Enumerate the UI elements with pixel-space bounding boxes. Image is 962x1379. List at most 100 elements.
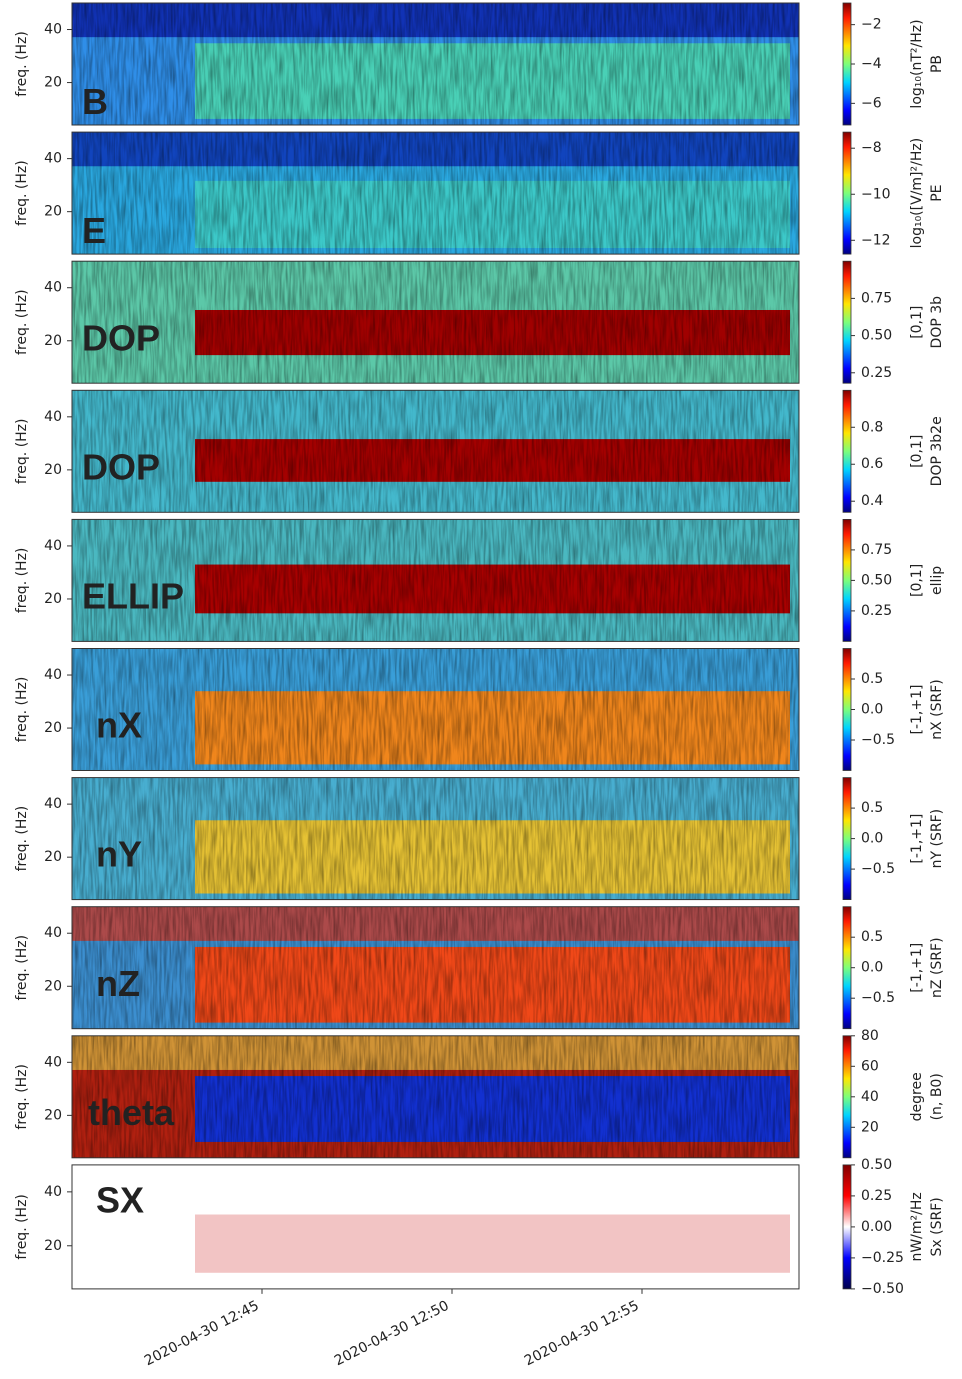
spectrogram-noise (72, 3, 799, 125)
colorbar-tick-label: 20 (861, 1119, 879, 1135)
colorbar-tick-label: −12 (861, 232, 891, 248)
colorbar-tick-label: 0.4 (861, 493, 883, 509)
colorbar (842, 260, 852, 384)
colorbar-tick-label: 0.50 (861, 572, 892, 588)
x-tick-label: 2020-04-30 12:55 (522, 1298, 642, 1370)
y-tick-label: 40 (44, 22, 62, 38)
colorbar-tick-label: 0.0 (861, 960, 883, 976)
colorbar-tick-label: 0.25 (861, 365, 892, 381)
y-tick-label: 20 (44, 1238, 62, 1254)
y-tick-label: 40 (44, 151, 62, 167)
colorbar-label: ellip (929, 566, 945, 595)
colorbar-tick-label: −6 (861, 95, 882, 111)
colorbar-label: degree (909, 1072, 925, 1121)
colorbar-tick-label: 0.50 (861, 328, 892, 344)
colorbar-tick-label: 0.75 (861, 290, 892, 306)
colorbar-label: [-1,+1] (909, 814, 925, 864)
colorbar-label: [-1,+1] (909, 943, 925, 993)
colorbar-label: Sx (SRF) (929, 1197, 945, 1256)
colorbar-label: [0,1] (909, 564, 925, 597)
colorbar-tick-label: 60 (861, 1058, 879, 1074)
colorbar (842, 648, 852, 771)
spectrogram-panel (71, 389, 800, 513)
panel-label: DOP (82, 446, 160, 487)
colorbar-tick-label: 0.8 (861, 419, 883, 435)
panel-label: nX (96, 705, 142, 746)
colorbar-label: log₁₀([V/m]²/Hz) (909, 138, 925, 249)
panel-frame (71, 1035, 800, 1159)
colorbar-label: [0,1] (909, 435, 925, 468)
y-tick-label: 40 (44, 538, 62, 554)
colorbar-tick-label: 0.50 (861, 1157, 892, 1173)
colorbar-label: DOP 3b2e (929, 416, 945, 486)
y-axis-label: freq. (Hz) (14, 1064, 30, 1130)
y-tick-label: 20 (44, 75, 62, 91)
colorbar-label: log₁₀(nT²/Hz) (909, 19, 925, 108)
y-axis-label: freq. (Hz) (14, 419, 30, 485)
colorbar-tick-label: 0.6 (861, 456, 883, 472)
colorbar-tick-label: 80 (861, 1028, 879, 1044)
colorbar-tick-label: −0.5 (861, 861, 895, 877)
y-axis-label: freq. (Hz) (14, 1194, 30, 1260)
colorbar (842, 131, 852, 255)
panel-label: E (82, 210, 106, 251)
spectrogram-noise (72, 648, 799, 771)
spectrogram-panel (71, 777, 800, 901)
colorbar-tick-label: −2 (861, 17, 882, 33)
panel-frame (71, 2, 800, 126)
y-tick-label: 40 (44, 1184, 62, 1200)
spectrogram-top-band (72, 1164, 799, 1200)
spectrogram-noise (72, 906, 799, 1029)
panel-frame (71, 648, 800, 771)
colorbar (842, 2, 852, 126)
colorbar-label: PE (929, 184, 945, 201)
spectrogram-noise (72, 390, 799, 513)
spectrogram-panel (71, 518, 800, 642)
colorbar-label: DOP 3b (929, 296, 945, 349)
colorbar-tick-label: 0.75 (861, 542, 892, 558)
spectrogram-panel (71, 1035, 800, 1159)
y-tick-label: 20 (44, 849, 62, 865)
colorbar-tick-label: −0.50 (861, 1281, 904, 1297)
colorbar (842, 906, 852, 1030)
y-axis-label: freq. (Hz) (14, 548, 30, 614)
y-tick-label: 40 (44, 796, 62, 812)
colorbar-tick-label: −8 (861, 140, 882, 156)
colorbar-label: [-1,+1] (909, 685, 925, 735)
panel-label: SX (96, 1179, 144, 1220)
colorbar-label: nX (SRF) (929, 679, 945, 740)
colorbar (842, 519, 852, 642)
spectrogram-panel (71, 906, 800, 1030)
colorbar-tick-label: 0.5 (861, 800, 883, 816)
x-tick-label: 2020-04-30 12:50 (332, 1298, 452, 1370)
y-tick-label: 40 (44, 925, 62, 941)
colorbar-tick-label: 0.5 (861, 671, 883, 687)
panel-label: nZ (96, 963, 140, 1004)
panel-label: nY (96, 834, 142, 875)
y-tick-label: 20 (44, 1107, 62, 1123)
y-tick-label: 20 (44, 333, 62, 349)
colorbar-label: PB (929, 55, 945, 73)
colorbar-tick-label: −0.5 (861, 732, 895, 748)
spectrogram-noise (72, 132, 799, 255)
colorbar-label: [0,1] (909, 306, 925, 339)
spectrogram-panel (71, 131, 800, 255)
panel-label: DOP (82, 317, 160, 358)
colorbar (842, 1164, 852, 1290)
spectrogram-noise (72, 1035, 799, 1158)
y-tick-label: 20 (44, 978, 62, 994)
colorbar-tick-label: 0.25 (861, 603, 892, 619)
y-tick-label: 20 (44, 591, 62, 607)
colorbar-label: (n, B0) (929, 1073, 945, 1120)
panel-label: ELLIP (82, 575, 184, 616)
y-axis-label: freq. (Hz) (14, 160, 30, 226)
spectrogram-noise (72, 777, 799, 900)
colorbar-tick-label: 0.00 (861, 1219, 892, 1235)
colorbar-label: nY (SRF) (929, 809, 945, 868)
panel-frame (71, 777, 800, 901)
panel-frame (71, 131, 800, 255)
spectrogram-noise (72, 519, 799, 642)
colorbar-tick-label: 40 (861, 1089, 879, 1105)
y-tick-label: 20 (44, 462, 62, 478)
